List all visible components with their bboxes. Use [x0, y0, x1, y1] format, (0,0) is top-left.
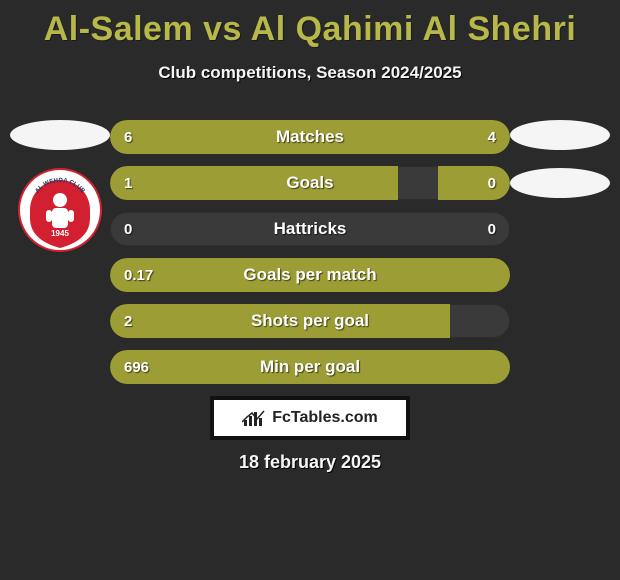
subtitle: Club competitions, Season 2024/2025: [0, 63, 620, 83]
stat-label: Hattricks: [110, 212, 510, 246]
stat-row-min-per-goal: 696 Min per goal: [110, 350, 510, 384]
chart-icon: [242, 408, 266, 428]
page-title: Al-Salem vs Al Qahimi Al Shehri: [0, 0, 620, 49]
badge-year: 1945: [51, 229, 69, 238]
title-player1: Al-Salem: [44, 10, 194, 48]
player2-club-placeholder: [510, 168, 610, 198]
stat-bar-left: [110, 166, 398, 200]
stat-bar-left: [110, 120, 350, 154]
stat-bar-right: [350, 120, 510, 154]
title-vs: vs: [203, 10, 242, 48]
title-player2: Al Qahimi Al Shehri: [251, 10, 577, 48]
stat-bar-left: [110, 304, 450, 338]
stat-bars: 6 Matches 4 1 Goals 0 0 Hattricks 0 0.17…: [110, 120, 510, 396]
stat-row-goals-per-match: 0.17 Goals per match: [110, 258, 510, 292]
stat-bar-right: [438, 166, 510, 200]
right-player-column: [510, 120, 610, 216]
stat-val-right: 0: [488, 212, 496, 246]
stat-bar-left: [110, 258, 510, 292]
player1-photo-placeholder: [10, 120, 110, 150]
brand-text: FcTables.com: [272, 409, 378, 427]
player1-club-badge: 1945 AL WEHDA CLUB: [18, 168, 102, 252]
stat-row-hattricks: 0 Hattricks 0: [110, 212, 510, 246]
date-text: 18 february 2025: [0, 452, 620, 473]
stat-row-shots-per-goal: 2 Shots per goal: [110, 304, 510, 338]
stat-val-left: 0: [124, 212, 132, 246]
stat-row-matches: 6 Matches 4: [110, 120, 510, 154]
left-player-column: 1945 AL WEHDA CLUB: [10, 120, 110, 252]
stat-bar-left: [110, 350, 510, 384]
comparison-infographic: Al-Salem vs Al Qahimi Al Shehri Club com…: [0, 0, 620, 580]
stat-row-goals: 1 Goals 0: [110, 166, 510, 200]
brand-badge: FcTables.com: [210, 396, 410, 440]
player2-photo-placeholder: [510, 120, 610, 150]
